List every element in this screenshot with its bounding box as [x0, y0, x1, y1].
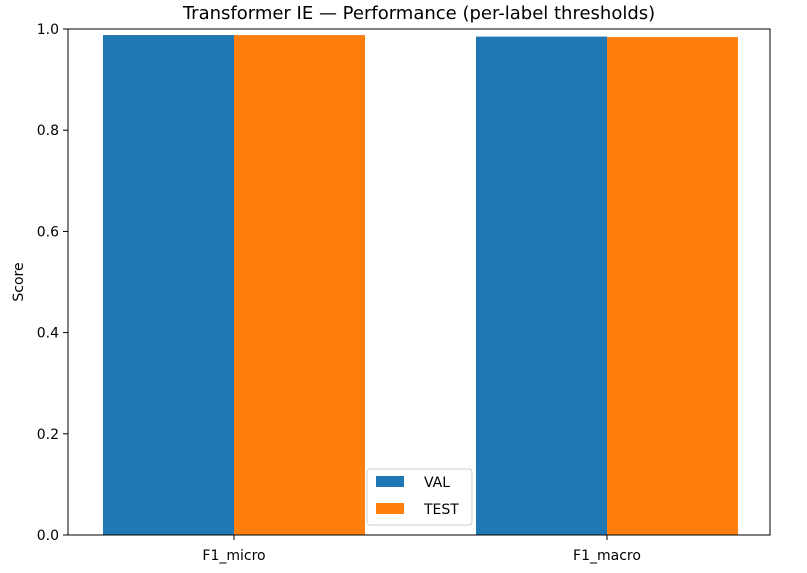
bar-val-f1-macro [476, 36, 607, 536]
bar-test-f1-macro [607, 37, 738, 535]
legend-label-val: VAL [424, 475, 450, 491]
y-axis-label: Score [11, 262, 27, 301]
y-tick-label-2: 0.4 [37, 326, 59, 342]
y-tick-label-1: 0.2 [37, 427, 59, 443]
x-tick-label-f1-micro: F1_micro [202, 548, 265, 564]
bar-series-val [103, 35, 607, 536]
legend: VAL TEST [366, 468, 473, 526]
chart-title: Transformer IE — Performance (per-label … [182, 3, 655, 24]
y-tick-label-5: 1.0 [37, 22, 59, 38]
y-tick-label-4: 0.8 [37, 123, 59, 139]
x-tick-label-f1-macro: F1_macro [573, 548, 641, 564]
plot-frame [67, 28, 771, 536]
bar-test-f1-micro [234, 35, 365, 536]
y-axis: 0.0 0.2 0.4 0.6 0.8 1.0 [37, 22, 68, 544]
y-tick-label-3: 0.6 [37, 224, 59, 240]
legend-swatch-val [376, 476, 404, 487]
bar-series-test [234, 35, 738, 536]
legend-label-test: TEST [423, 502, 459, 518]
legend-swatch-test [376, 503, 404, 514]
x-axis: F1_micro F1_macro [202, 535, 641, 564]
bars-layer [103, 35, 738, 536]
bar-val-f1-micro [103, 35, 234, 536]
y-tick-label-0: 0.0 [37, 528, 59, 544]
